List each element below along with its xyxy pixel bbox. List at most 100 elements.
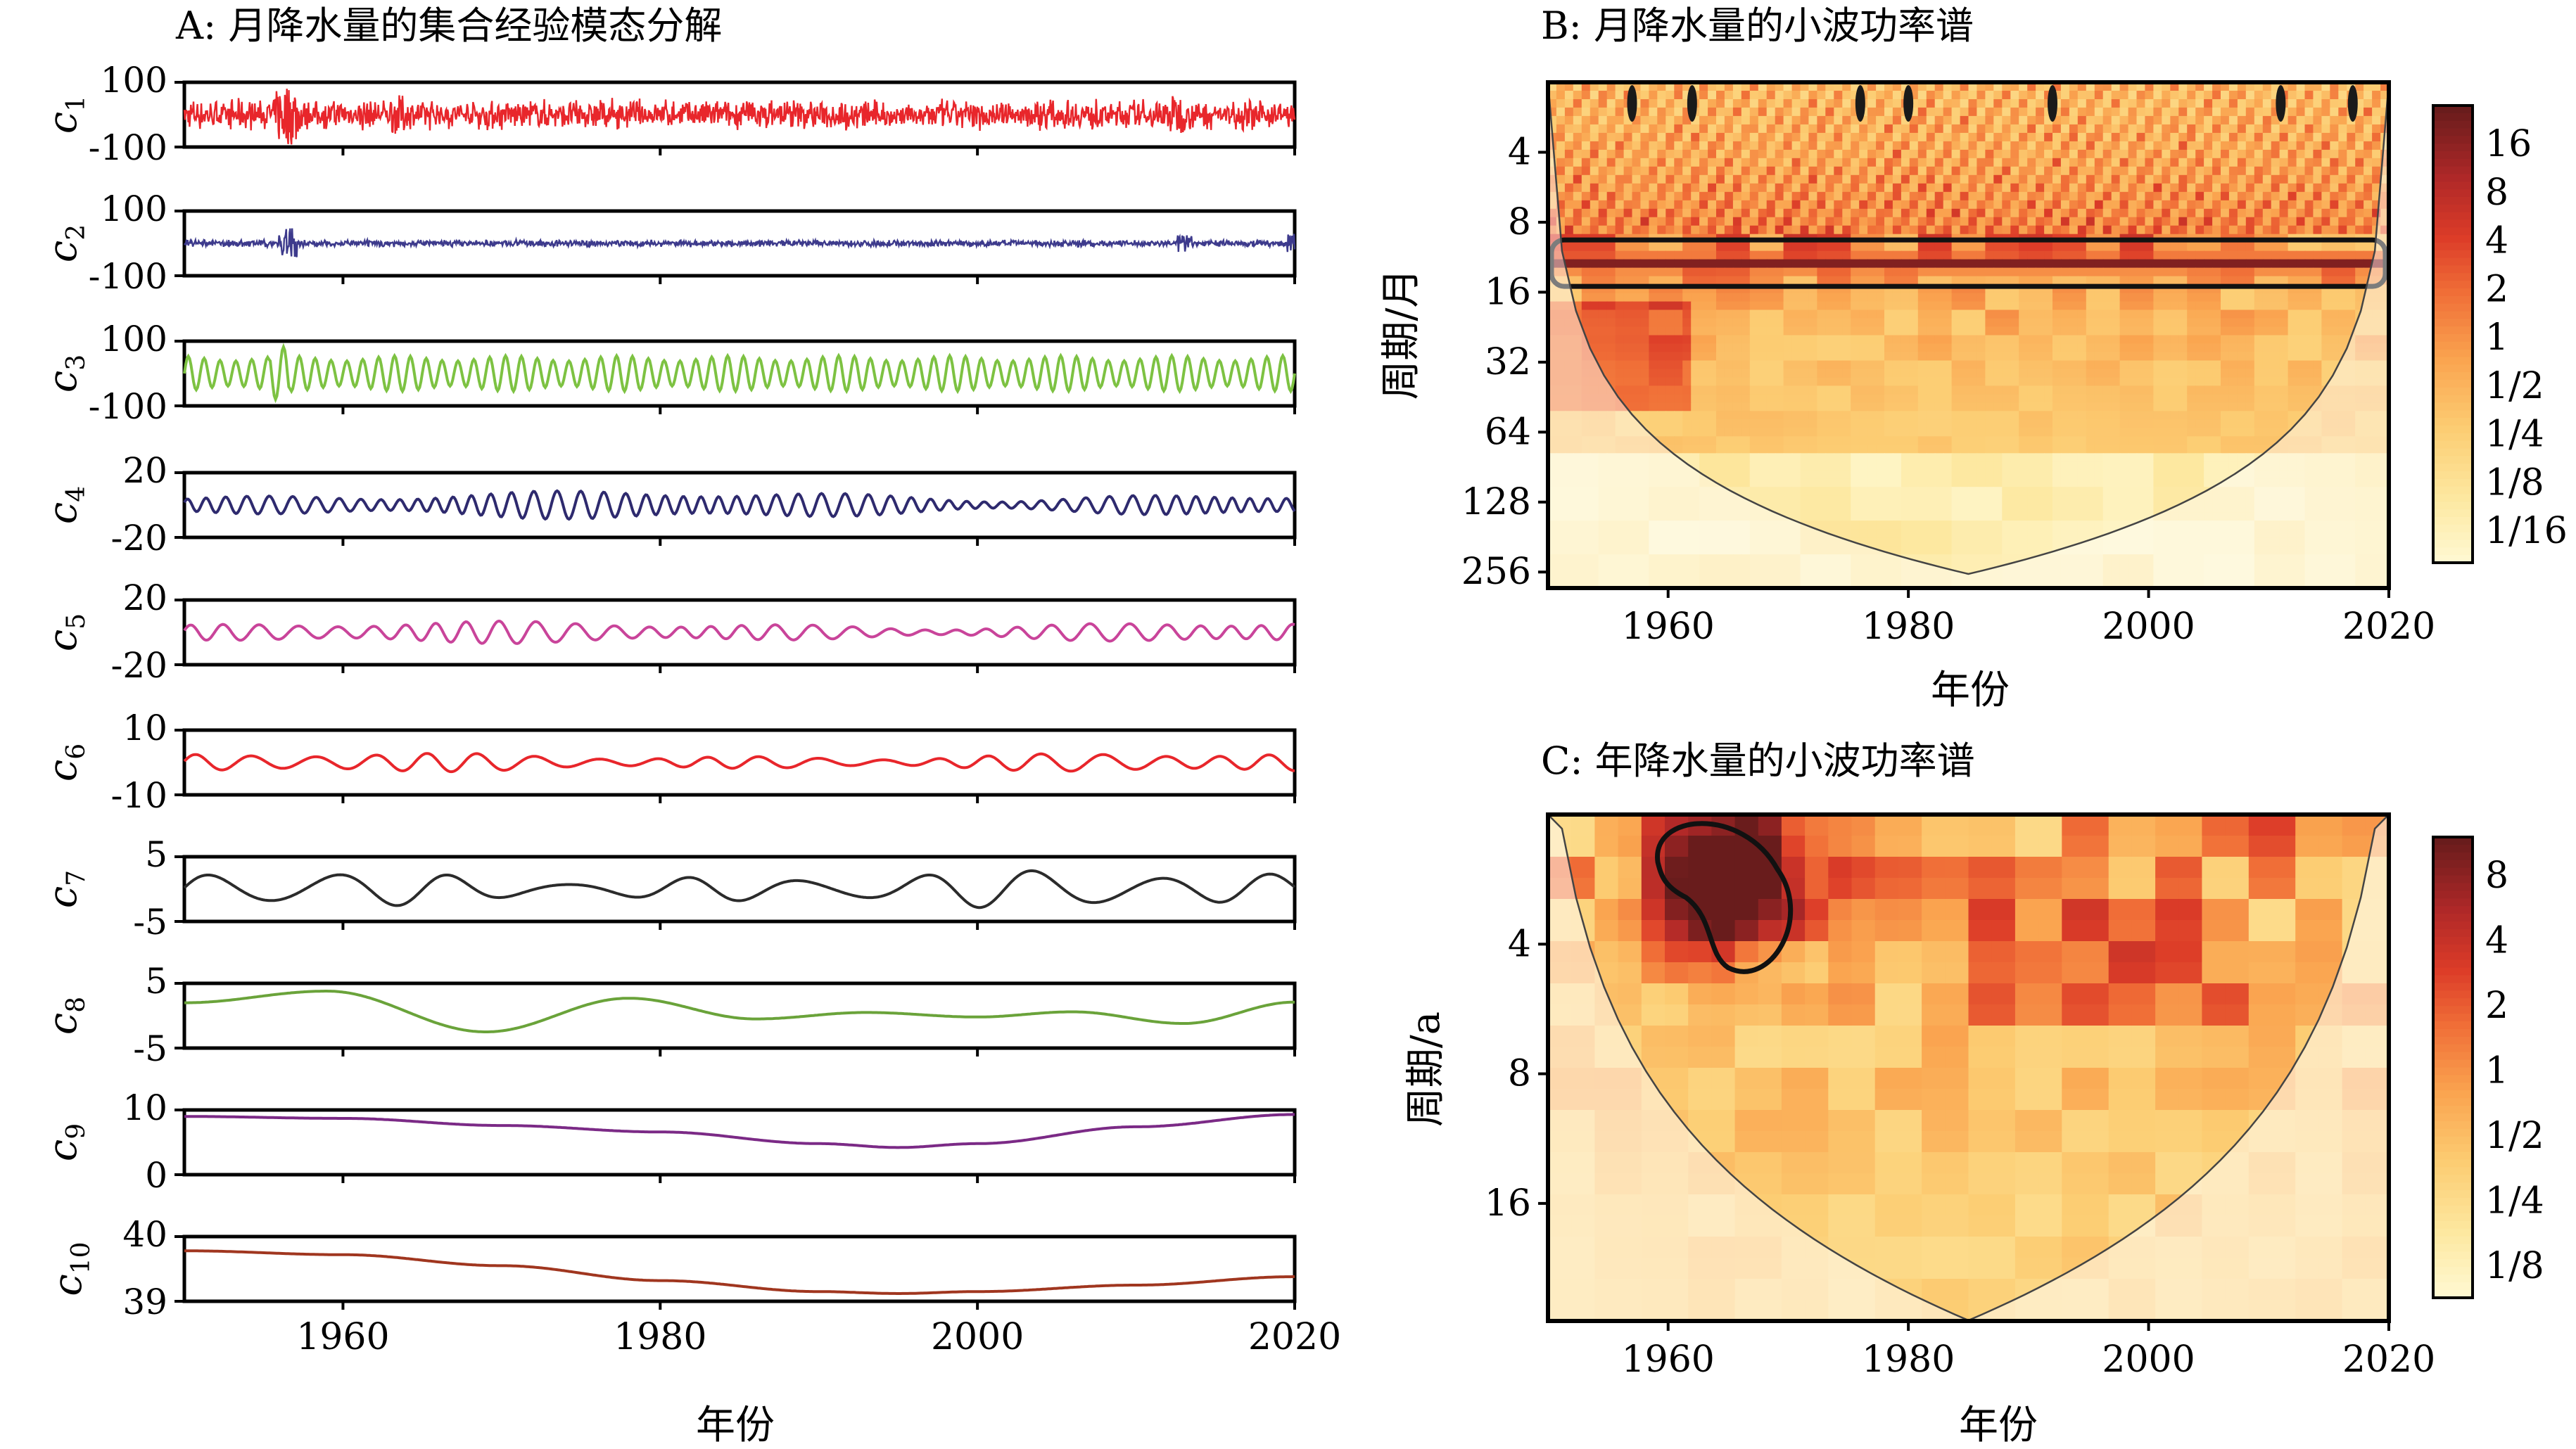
heat-cell [1556,445,1566,454]
heat-cell [1876,191,1885,201]
heat-cell [1699,158,1708,167]
heat-cell [1749,352,1759,362]
heat-cell [1564,141,1574,151]
heat-cell [2245,470,2255,479]
heat-cell [1615,419,1625,429]
heat-cell [1623,276,1633,286]
heat-cell [2170,276,2180,286]
heat-cell [1993,141,2003,151]
heat-cell [1598,259,1608,269]
heat-cell [1716,149,1725,159]
heat-cell [2187,301,2196,311]
heat-cell [1749,217,1759,226]
heat-cell [2019,82,2028,91]
heat-cell [1556,141,1566,151]
heat-cell [1926,394,1936,404]
heat-cell [1581,301,1591,311]
heat-cell [1934,309,1944,319]
heat-cell [1985,107,1995,117]
heat-cell [1977,419,1986,429]
heat-cell [1859,158,1868,167]
heat-cell [1598,411,1608,421]
heat-cell [2204,132,2213,142]
heat-cell [1623,377,1633,387]
heat-cell [1649,309,1658,319]
heat-cell [2380,470,2389,479]
heat-cell [2296,369,2306,378]
heat-cell [2204,99,2213,108]
heat-cell [2364,360,2373,370]
heat-cell [2380,141,2389,151]
heat-cell [2380,461,2389,471]
heat-cell [2237,301,2247,311]
heat-cell [1892,360,1902,370]
heat-cell [2271,217,2280,226]
heat-cell [2162,183,2171,193]
heat-cell [2237,82,2247,91]
heat-cell [1775,149,1784,159]
heat-cell [2304,217,2314,226]
heat-cell [2204,352,2213,362]
heat-cell [2212,335,2221,345]
heat-cell [1640,91,1650,100]
heat-cell [2321,91,2331,100]
heat-cell [2153,478,2163,487]
heat-cell [1917,402,1927,412]
heat-cell [1817,91,1827,100]
heat-cell [2321,174,2331,184]
heat-cell [2228,183,2238,193]
heat-cell [1834,453,1844,463]
heat-cell [2036,402,2045,412]
heat-cell [2187,115,2196,125]
heat-cell [1851,141,1860,151]
heat-cell [1632,394,1642,404]
heat-cell [1783,208,1793,218]
heat-cell [1951,293,1961,302]
heat-cell [1960,141,1969,151]
heat-cell [2153,166,2163,176]
heat-cell [1775,217,1784,226]
heat-cell [2119,259,2129,269]
heat-cell [1766,293,1776,302]
heat-cell [1783,242,1793,252]
heat-cell [2228,369,2238,378]
heat-cell [1960,343,1969,353]
heat-cell [1665,411,1675,421]
heat-cell [2052,428,2062,438]
heat-cell [1892,394,1902,404]
heat-cell [1556,411,1566,421]
heat-cell [2372,478,2381,487]
heat-cell [2380,107,2389,117]
heat-cell [1917,141,1927,151]
heat-cell [2153,428,2163,438]
heat-cell [1564,436,1574,446]
heat-cell [1615,91,1625,100]
heat-cell [1741,478,1751,487]
heat-cell [1800,91,1810,100]
heat-cell [2102,200,2112,210]
heat-cell [2187,360,2196,370]
heat-cell [2136,428,2146,438]
heat-cell [2119,267,2129,277]
heat-cell [2136,191,2146,201]
heat-cell [2077,301,2087,311]
heat-cell [1926,470,1936,479]
heat-cell [1766,326,1776,336]
heat-cell [1876,259,1885,269]
heat-cell [1934,385,1944,395]
heat-cell [2195,470,2204,479]
heat-cell [2228,141,2238,151]
heat-cell [2195,242,2204,252]
heat-cell [1691,335,1700,345]
heat-cell [2380,453,2389,463]
heat-cell [2347,191,2356,201]
heat-cell [1598,107,1608,117]
heat-cell [1640,402,1650,412]
heat-cell [2036,200,2045,210]
heat-cell [1632,276,1642,286]
heat-cell [1800,360,1810,370]
heat-cell [2094,436,2104,446]
heat-cell [1758,99,1768,108]
heat-cell [1934,158,1944,167]
heat-cell [2170,402,2180,412]
